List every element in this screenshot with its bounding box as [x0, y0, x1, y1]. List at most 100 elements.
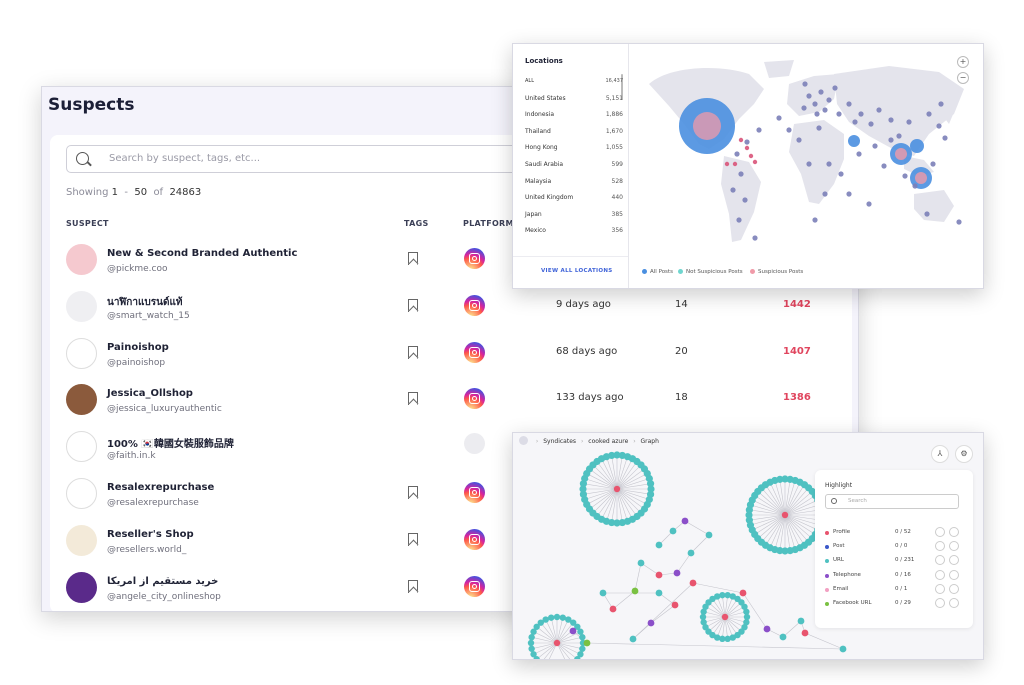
location-dot[interactable] [814, 111, 820, 117]
location-dot[interactable] [826, 161, 832, 167]
url-node[interactable] [553, 613, 561, 621]
highlight-item[interactable]: Email 0 / 1 [825, 583, 965, 596]
location-dot[interactable] [826, 97, 832, 103]
location-dot[interactable] [930, 161, 936, 167]
url-node[interactable] [741, 603, 748, 610]
location-dot[interactable] [806, 93, 812, 99]
url-node[interactable] [781, 475, 789, 483]
location-dot[interactable] [744, 139, 750, 145]
breadcrumb-syndicates[interactable]: Syndicates [543, 438, 577, 445]
location-dot[interactable] [852, 119, 858, 125]
bookmark-icon[interactable] [408, 252, 418, 265]
url-node[interactable] [565, 616, 572, 623]
suspect-name[interactable]: Jessica_Ollshop [107, 388, 193, 400]
location-dot[interactable] [938, 101, 944, 107]
location-dot[interactable] [888, 117, 894, 123]
url-node[interactable] [705, 531, 713, 539]
url-node[interactable] [537, 619, 544, 626]
eye-icon[interactable] [935, 583, 945, 594]
url-node[interactable] [702, 624, 709, 631]
highlight-item[interactable]: Telephone 0 / 16 [825, 569, 965, 582]
profile-node[interactable] [553, 639, 561, 647]
eye-icon[interactable] [935, 541, 945, 552]
url-node[interactable] [724, 591, 731, 599]
location-dot[interactable] [812, 217, 818, 223]
url-node[interactable] [577, 628, 584, 635]
profile-node[interactable] [609, 605, 617, 613]
url-node[interactable] [776, 475, 784, 483]
phone-node[interactable] [569, 627, 577, 635]
url-node[interactable] [647, 485, 655, 493]
location-dot[interactable] [734, 151, 740, 157]
suspect-name[interactable]: นาฬิกาแบรนด์แท้ [107, 296, 183, 308]
check-icon[interactable] [949, 569, 959, 580]
url-node[interactable] [655, 541, 663, 549]
table-row[interactable]: 100% 🇰🇷韓國女裝服飾品牌 @faith.in.k [42, 429, 858, 475]
table-row[interactable]: Resalexrepurchase @resalexrepurchase [42, 476, 858, 522]
bookmark-icon[interactable] [408, 298, 418, 312]
location-dot[interactable] [776, 115, 782, 121]
bubble-hong-kong[interactable] [910, 139, 924, 153]
eye-icon[interactable] [935, 555, 945, 566]
legend-item[interactable]: Not Suspicious Posts [678, 269, 743, 275]
profile-node[interactable] [655, 571, 663, 579]
location-dot[interactable] [942, 135, 948, 141]
check-icon[interactable] [949, 598, 959, 608]
location-dot[interactable] [924, 211, 930, 217]
profile-node[interactable] [781, 511, 789, 519]
phone-node[interactable] [647, 619, 655, 627]
location-dot[interactable] [926, 111, 932, 117]
location-dot[interactable] [858, 111, 864, 117]
location-dot[interactable] [868, 121, 874, 127]
url-node[interactable] [687, 549, 695, 557]
location-dot[interactable] [730, 187, 736, 193]
avatar[interactable] [66, 431, 97, 463]
url-node[interactable] [709, 595, 716, 603]
location-dot[interactable] [856, 151, 862, 157]
suspect-name[interactable]: Painoishop [107, 341, 169, 353]
location-item[interactable]: ALL 16,437 [525, 78, 623, 84]
location-dot[interactable] [888, 137, 894, 143]
url-node[interactable] [699, 613, 707, 621]
table-row[interactable]: Jessica_Ollshop @jessica_luxuryauthentic 1… [42, 382, 858, 428]
location-dot[interactable] [806, 161, 812, 167]
location-dot[interactable] [832, 85, 838, 91]
url-node[interactable] [530, 628, 537, 635]
eye-icon[interactable] [935, 527, 945, 537]
url-node[interactable] [548, 614, 555, 621]
profile-node[interactable] [721, 613, 729, 621]
legend-item[interactable]: Suspicious Posts [750, 269, 803, 275]
location-dot[interactable] [812, 101, 818, 107]
url-node[interactable] [559, 614, 566, 621]
location-dot[interactable] [742, 197, 748, 203]
location-dot[interactable] [896, 133, 902, 139]
url-node[interactable] [655, 589, 663, 597]
layout-button[interactable]: ⅄ [931, 445, 949, 463]
check-icon[interactable] [949, 583, 959, 594]
location-item[interactable]: Indonesia 1,886 [525, 111, 623, 118]
url-node[interactable] [669, 527, 677, 535]
avatar[interactable] [66, 478, 97, 509]
url-node[interactable] [713, 593, 721, 600]
column-header-suspect[interactable]: SUSPECT [66, 219, 109, 228]
url-node[interactable] [577, 651, 584, 658]
url-node[interactable] [579, 485, 587, 493]
location-dot[interactable] [786, 127, 792, 133]
eye-icon[interactable] [935, 598, 945, 608]
profile-node[interactable] [689, 579, 697, 587]
url-node[interactable] [608, 451, 616, 460]
url-node[interactable] [719, 635, 726, 643]
phone-node[interactable] [763, 625, 771, 633]
url-node[interactable] [781, 547, 789, 555]
profile-node[interactable] [613, 485, 621, 493]
url-node[interactable] [527, 639, 535, 647]
highlight-item[interactable]: URL 0 / 231 [825, 555, 965, 567]
suspect-name[interactable]: Resalexrepurchase [107, 482, 215, 493]
suspect-name[interactable]: 100% 🇰🇷韓國女裝服飾品牌 [107, 439, 234, 451]
location-dot[interactable] [866, 201, 872, 207]
phone-node[interactable] [673, 569, 681, 577]
url-node[interactable] [700, 619, 707, 626]
url-node[interactable] [700, 608, 707, 615]
location-dot[interactable] [796, 137, 802, 143]
suspicious-dot[interactable] [752, 159, 758, 165]
